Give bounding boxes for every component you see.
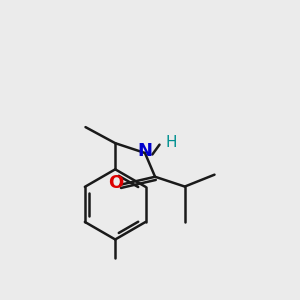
Text: H: H [166,135,177,150]
Text: N: N [137,142,152,160]
Text: O: O [108,174,123,192]
